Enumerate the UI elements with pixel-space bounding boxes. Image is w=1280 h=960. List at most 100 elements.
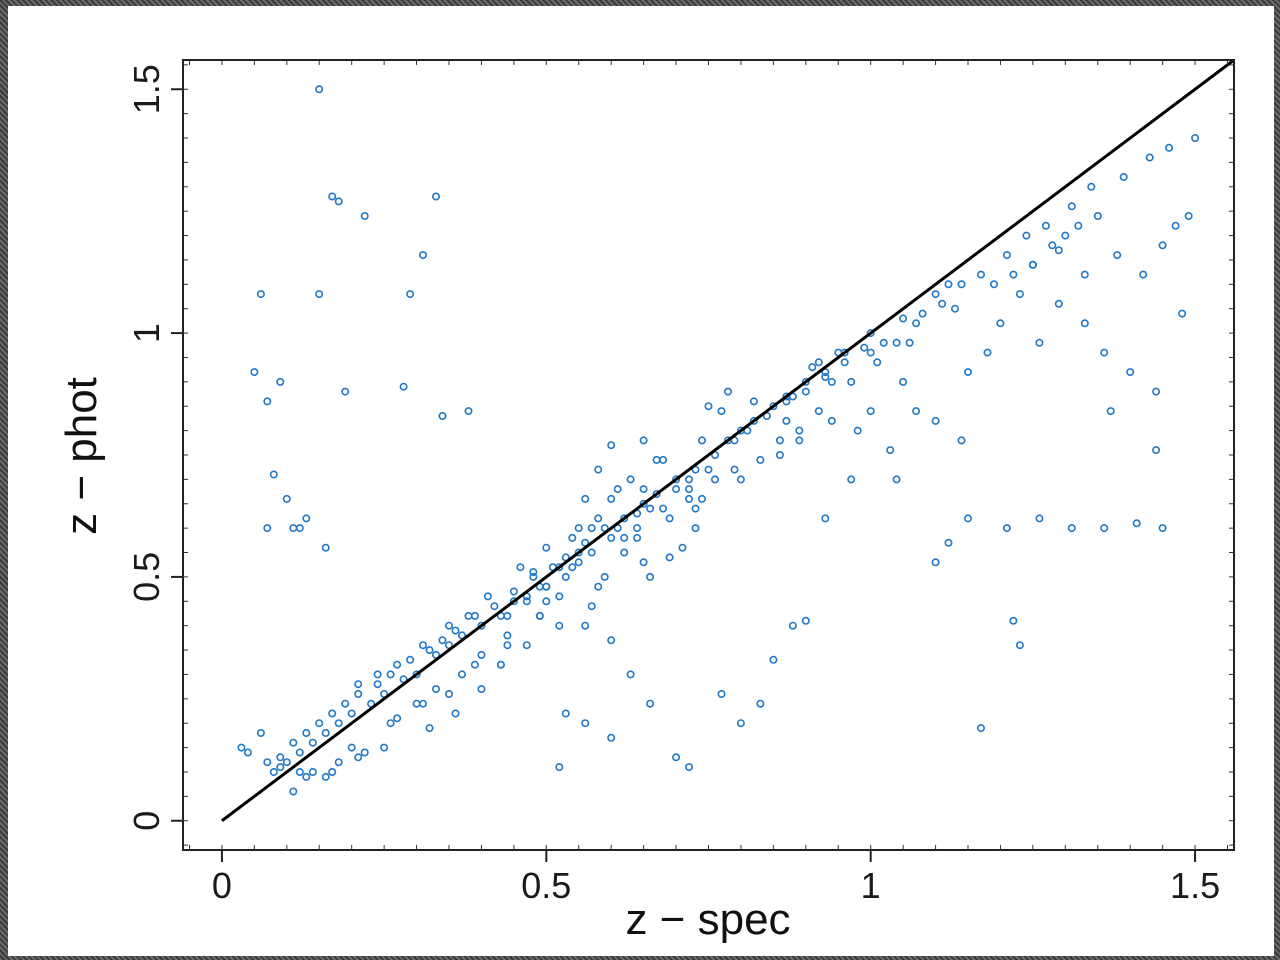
data-point — [647, 574, 653, 580]
data-point — [868, 408, 874, 414]
data-point — [355, 691, 361, 697]
data-point — [1127, 369, 1133, 375]
data-point — [381, 744, 387, 750]
data-point — [757, 701, 763, 707]
data-point — [803, 618, 809, 624]
data-point — [803, 388, 809, 394]
data-point — [537, 613, 543, 619]
data-point — [264, 759, 270, 765]
data-point — [822, 515, 828, 521]
data-point — [1023, 232, 1029, 238]
data-point — [855, 427, 861, 433]
data-point — [686, 496, 692, 502]
data-point — [1134, 520, 1140, 526]
data-point — [569, 535, 575, 541]
data-point — [634, 535, 640, 541]
data-point — [1056, 247, 1062, 253]
data-point — [1069, 203, 1075, 209]
x-tick-label: 0 — [212, 865, 232, 906]
data-point — [1147, 154, 1153, 160]
data-point — [1172, 223, 1178, 229]
y-axis-label: z − phot — [57, 377, 106, 535]
data-point — [686, 486, 692, 492]
data-point — [297, 749, 303, 755]
data-point — [777, 452, 783, 458]
data-point — [1179, 310, 1185, 316]
x-tick-label: 1 — [861, 865, 881, 906]
data-point — [277, 379, 283, 385]
data-point — [673, 486, 679, 492]
data-point — [387, 671, 393, 677]
data-point — [446, 691, 452, 697]
data-point — [349, 744, 355, 750]
data-point — [699, 437, 705, 443]
data-point — [1153, 447, 1159, 453]
data-point — [426, 725, 432, 731]
data-point — [420, 642, 426, 648]
data-point — [439, 413, 445, 419]
data-point — [316, 720, 322, 726]
scatter-points — [238, 86, 1198, 795]
data-point — [1114, 252, 1120, 258]
data-point — [1004, 252, 1010, 258]
data-point — [556, 764, 562, 770]
data-point — [543, 598, 549, 604]
data-point — [407, 291, 413, 297]
data-point — [1043, 223, 1049, 229]
data-point — [374, 681, 380, 687]
data-point — [297, 769, 303, 775]
data-point — [1030, 262, 1036, 268]
data-point — [355, 681, 361, 687]
data-point — [511, 588, 517, 594]
data-point — [355, 754, 361, 760]
data-point — [1095, 213, 1101, 219]
data-point — [290, 740, 296, 746]
data-point — [284, 759, 290, 765]
data-point — [297, 525, 303, 531]
data-point — [660, 457, 666, 463]
x-axis-label: z − spec — [625, 895, 790, 944]
y-tick-label: 1 — [126, 323, 167, 343]
identity-line — [222, 60, 1234, 821]
data-point — [1159, 242, 1165, 248]
data-point — [952, 306, 958, 312]
data-point — [336, 720, 342, 726]
data-point — [310, 769, 316, 775]
data-point — [1062, 232, 1068, 238]
data-point — [452, 710, 458, 716]
data-point — [342, 388, 348, 394]
data-point — [1010, 271, 1016, 277]
data-point — [932, 291, 938, 297]
data-point — [478, 686, 484, 692]
data-point — [582, 623, 588, 629]
data-point — [303, 515, 309, 521]
data-point — [965, 515, 971, 521]
data-point — [589, 525, 595, 531]
data-point — [1082, 271, 1088, 277]
data-point — [1121, 174, 1127, 180]
data-point — [589, 549, 595, 555]
data-point — [238, 744, 244, 750]
data-point — [504, 642, 510, 648]
data-point — [932, 418, 938, 424]
data-point — [718, 691, 724, 697]
data-point — [881, 340, 887, 346]
data-point — [582, 720, 588, 726]
data-point — [323, 774, 329, 780]
data-point — [1075, 223, 1081, 229]
data-point — [465, 613, 471, 619]
data-point — [362, 213, 368, 219]
data-point — [374, 671, 380, 677]
data-point — [906, 340, 912, 346]
data-point — [621, 535, 627, 541]
data-point — [608, 735, 614, 741]
data-point — [900, 315, 906, 321]
data-point — [1069, 525, 1075, 531]
data-point — [790, 623, 796, 629]
data-point — [861, 345, 867, 351]
data-point — [686, 476, 692, 482]
data-point — [284, 496, 290, 502]
data-point — [245, 749, 251, 755]
data-point — [692, 525, 698, 531]
data-point — [413, 701, 419, 707]
